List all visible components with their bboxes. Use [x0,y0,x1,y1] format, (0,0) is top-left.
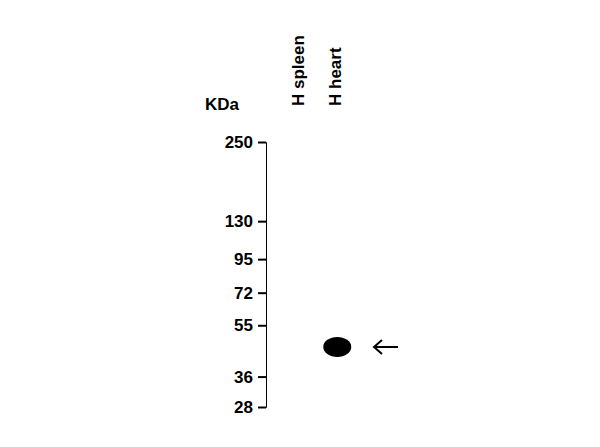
y-tick-mark [258,325,266,327]
y-tick-mark [258,259,266,261]
lane-label: H heart [326,47,345,106]
y-tick-mark [258,407,266,409]
y-tick: 250 [225,133,266,152]
y-tick-mark [258,292,266,294]
lane-axis: H spleen H heart [289,35,346,106]
lane-label: H spleen [289,35,308,106]
y-tick-label: 250 [225,133,253,152]
y-tick-label: 28 [234,398,253,417]
y-tick: 72 [234,284,266,303]
lane-tick: H heart [326,47,345,106]
y-tick: 95 [234,250,266,269]
band [323,337,351,357]
y-tick-label: 95 [234,250,253,269]
y-axis-line [258,143,267,408]
y-tick: 130 [225,212,266,231]
y-tick-label: 36 [234,368,253,387]
blot-figure: 250 130 95 72 55 36 28 KDa H spleen H heart [0,0,600,447]
y-tick-label: 72 [234,284,253,303]
y-tick-label: 130 [225,212,253,231]
lane-tick: H spleen [289,35,308,106]
y-tick-label: 55 [234,316,253,335]
bands [323,337,351,357]
y-tick-mark [258,221,266,223]
y-tick: 55 [234,316,266,335]
y-tick-mark [258,376,266,378]
y-tick: 36 [234,368,266,387]
y-tick-mark [258,142,266,144]
arrow [374,340,398,354]
y-axis: 250 130 95 72 55 36 28 [225,133,267,417]
y-axis-title: KDa [205,95,240,114]
y-tick: 28 [234,398,266,417]
